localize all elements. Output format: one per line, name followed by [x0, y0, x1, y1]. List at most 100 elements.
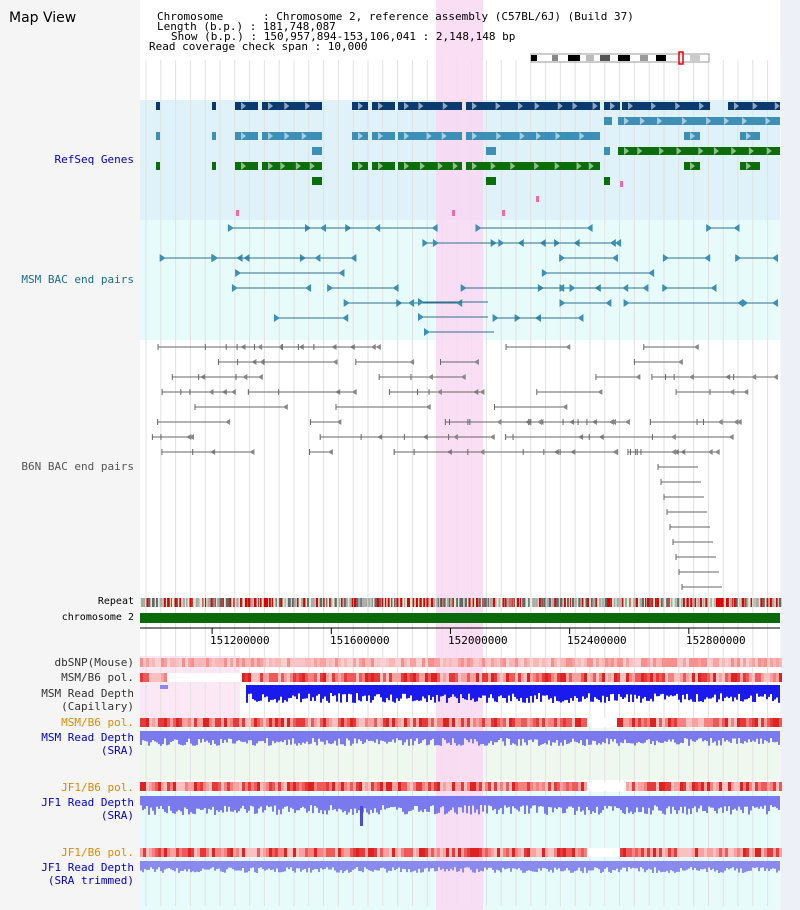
read-depth-bar [620, 861, 622, 870]
read-depth-bar [508, 731, 510, 739]
read-depth-bar [398, 861, 400, 868]
read-depth-bar [190, 731, 192, 744]
read-depth-bar [384, 685, 386, 703]
polymorphism-cell [482, 848, 485, 857]
read-depth-bar [664, 731, 666, 742]
read-depth-bar [334, 861, 336, 871]
polymorphism-cell [509, 782, 512, 791]
polymorphism-cell [728, 848, 731, 857]
polymorphism-cell [596, 718, 599, 727]
read-depth-bar [748, 685, 750, 699]
polymorphism-cell [314, 658, 317, 667]
gene-strand-arrow [624, 147, 629, 155]
repeat-element [559, 598, 563, 607]
read-depth-bar [544, 861, 546, 869]
read-depth-bar [426, 731, 428, 746]
polymorphism-cell [278, 848, 281, 857]
bac-end [314, 254, 321, 262]
read-depth-bar [246, 796, 248, 813]
read-depth-bar [572, 796, 574, 808]
polymorphism-cell [641, 782, 644, 791]
repeat-element [148, 598, 151, 607]
read-depth-bar [454, 731, 456, 744]
read-depth-bar [410, 731, 412, 739]
read-depth-bar [448, 861, 450, 872]
read-depth-bar [414, 861, 416, 871]
polymorphism-cell [149, 848, 152, 857]
polymorphism-cell [326, 782, 329, 791]
polymorphism-cell [551, 848, 554, 857]
track-label-b6n-bac[interactable]: B6N BAC end pairs [21, 460, 134, 473]
read-depth-bar [382, 861, 384, 868]
polymorphism-cell [614, 718, 617, 727]
repeat-element [692, 598, 696, 607]
repeat-element [219, 598, 223, 607]
read-depth-bar [202, 861, 204, 869]
read-depth-bar [700, 731, 702, 739]
repeat-element [376, 598, 380, 607]
gene-feature [466, 102, 600, 110]
read-depth-bar [772, 731, 774, 743]
polymorphism-cell [674, 658, 677, 667]
read-depth-bar [270, 861, 272, 871]
read-depth-bar [642, 685, 644, 699]
read-depth-bar [588, 731, 590, 745]
read-depth-bar [450, 861, 452, 869]
read-depth-bar [564, 731, 566, 740]
read-depth-bar [342, 796, 344, 813]
read-depth-bar [238, 731, 240, 741]
read-depth-bar [640, 685, 642, 703]
polymorphism-cell [353, 848, 356, 857]
read-depth-bar [692, 861, 694, 871]
repeat-element [543, 598, 546, 607]
polymorphism-cell [386, 848, 389, 857]
read-depth-bar [210, 796, 212, 810]
read-depth-bar [610, 861, 612, 873]
polymorphism-cell [377, 782, 380, 791]
polymorphism-cell [185, 658, 188, 667]
polymorphism-cell [191, 673, 194, 682]
polymorphism-cell [614, 673, 617, 682]
read-depth-bar [198, 861, 200, 873]
polymorphism-cell [587, 782, 590, 791]
polymorphism-cell [272, 718, 275, 727]
polymorphism-cell [170, 848, 173, 857]
read-depth-bar [642, 796, 644, 808]
read-depth-bar [474, 685, 476, 702]
read-depth-bar [458, 731, 460, 745]
repeat-element [268, 598, 271, 607]
polymorphism-cell [323, 848, 326, 857]
repeat-element [415, 598, 419, 607]
polymorphism-cell [617, 673, 620, 682]
read-depth-bar [486, 796, 488, 814]
read-depth-bar [324, 796, 326, 811]
read-depth-bar [564, 861, 566, 871]
polymorphism-cell [461, 658, 464, 667]
polymorphism-cell [188, 658, 191, 667]
read-depth-bar [314, 731, 316, 742]
read-depth-bar [288, 685, 290, 699]
polymorphism-cell [143, 782, 146, 791]
read-depth-bar [544, 685, 546, 696]
polymorphism-cell [521, 718, 524, 727]
polymorphism-cell [281, 782, 284, 791]
track-label-msm-bac[interactable]: MSM BAC end pairs [21, 273, 134, 286]
read-depth-bar [232, 796, 234, 812]
read-depth-bar [526, 861, 528, 871]
polymorphism-cell [590, 782, 593, 791]
gene-feature [235, 162, 258, 170]
read-depth-bar [734, 731, 736, 739]
read-depth-bar [312, 731, 314, 739]
polymorphism-cell [722, 782, 725, 791]
polymorphism-cell [491, 782, 494, 791]
polymorphism-cell [182, 848, 185, 857]
read-depth-bar [424, 796, 426, 809]
read-depth-bar [630, 731, 632, 744]
read-depth-bar [300, 731, 302, 745]
polymorphism-cell [218, 782, 221, 791]
read-depth-bar [388, 861, 390, 871]
track-label-refseq[interactable]: RefSeq Genes [54, 153, 134, 166]
read-depth-bar [438, 685, 440, 702]
read-depth-bar [728, 731, 730, 742]
